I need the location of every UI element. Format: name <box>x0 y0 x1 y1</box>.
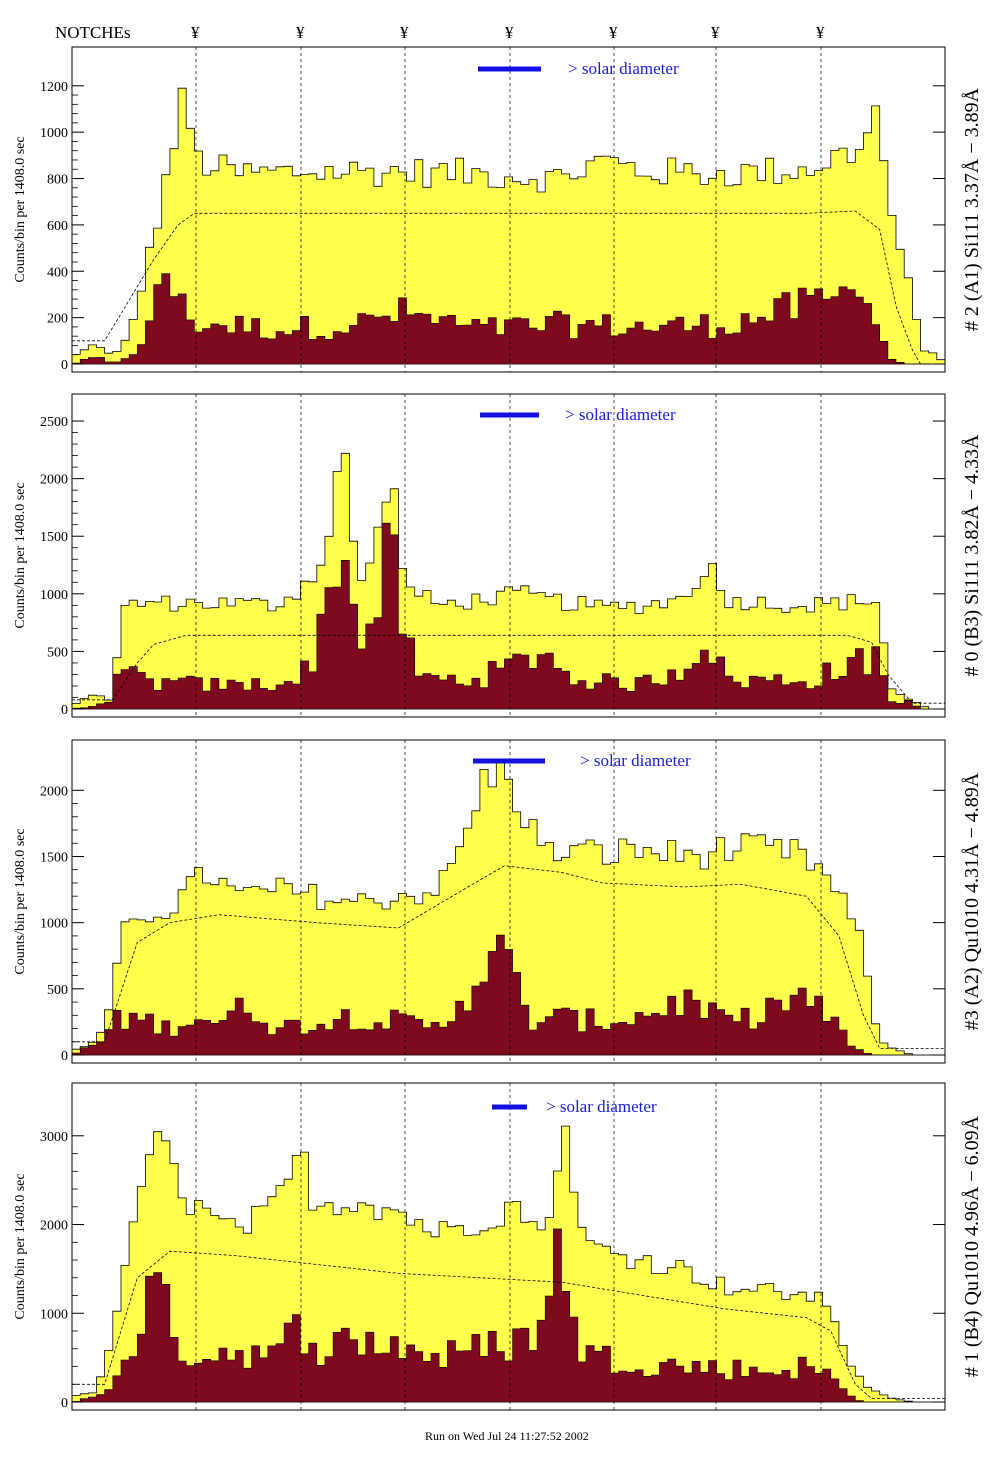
y-tick-label: 0 <box>61 1049 68 1064</box>
notch-symbol-4: ¥ <box>505 23 514 42</box>
y-tick-label: 2000 <box>40 473 68 488</box>
panel-a2: 0 500 1000 1500 2000 Counts/bin per 1408.0 se… <box>13 739 983 1064</box>
panel-b3: 0 500 1000 1500 2000 2500 Counts/bin per 1408.… <box>13 393 983 718</box>
legend-label: > solar diameter <box>568 59 679 78</box>
y-tick-label: 0 <box>61 1396 68 1411</box>
y-tick-label: 1500 <box>40 530 68 545</box>
plot-frame <box>71 739 946 1064</box>
y-tick-label: 500 <box>47 645 68 660</box>
notch-symbol-2: ¥ <box>296 23 305 42</box>
y-axis-label: Counts/bin per 1408.0 sec <box>13 1173 28 1319</box>
notch-symbol-6: ¥ <box>711 23 720 42</box>
y-tick-label: 0 <box>61 703 68 718</box>
legend-label: > solar diameter <box>580 751 691 770</box>
plot-frame <box>71 46 946 373</box>
y-tick-label: 400 <box>47 265 68 280</box>
notch-symbol-7: ¥ <box>816 23 825 42</box>
side-label: #3 (A2) Qu1010 4.31Å − 4.89Å <box>961 772 983 1030</box>
inner-histogram <box>71 934 945 1056</box>
y-tick-label: 200 <box>47 312 68 327</box>
notch-symbol-5: ¥ <box>609 23 618 42</box>
notch-symbol-1: ¥ <box>191 23 200 42</box>
y-tick-label: 2000 <box>40 1219 68 1234</box>
side-label: # 2 (A1) Si111 3.37Å − 3.89Å <box>961 87 983 331</box>
panels: 0 200 400 600 800 1000 1200 Counts/bin per 1408… <box>13 46 983 1411</box>
y-axis-label: Counts/bin per 1408.0 sec <box>13 828 28 974</box>
panel-a1: 0 200 400 600 800 1000 1200 Counts/bin per 1408… <box>13 46 983 373</box>
y-tick-label: 3000 <box>40 1130 68 1145</box>
smooth-curve <box>72 634 945 704</box>
outer-histogram <box>71 452 945 710</box>
plot-frame <box>71 1082 946 1411</box>
legend-label: > solar diameter <box>565 405 676 424</box>
y-tick-label: 2500 <box>40 415 68 430</box>
y-tick-label: 1200 <box>40 80 68 95</box>
side-label: # 0 (B3) Si111 3.82Å − 4.33Å <box>961 434 983 677</box>
notches-label: NOTCHEs <box>55 23 131 42</box>
y-axis-label: Counts/bin per 1408.0 sec <box>13 482 28 628</box>
y-tick-label: 1500 <box>40 850 68 865</box>
outer-histogram <box>71 87 946 365</box>
panel-b4: 0 1000 2000 3000 Counts/bin per 1408.0 sec # … <box>13 1082 983 1411</box>
y-tick-label: 2000 <box>40 784 68 799</box>
y-tick-label: 1000 <box>40 1307 68 1322</box>
inner-histogram <box>71 273 945 365</box>
inner-histogram <box>71 1228 945 1403</box>
inner-histogram <box>71 522 945 710</box>
y-tick-label: 0 <box>61 358 68 373</box>
smooth-curve <box>72 865 945 1049</box>
y-axis-label: Counts/bin per 1408.0 sec <box>13 136 28 282</box>
y-tick-label: 1000 <box>40 588 68 603</box>
y-tick-label: 500 <box>47 983 68 998</box>
plot-frame <box>71 393 946 718</box>
y-tick-label: 800 <box>47 173 68 188</box>
y-tick-label: 1000 <box>40 126 68 141</box>
notch-symbols: ¥ ¥ ¥ ¥ ¥ ¥ ¥ <box>191 23 825 42</box>
side-label: # 1 (B4) Qu1010 4.96Å − 6.09Å <box>961 1115 983 1377</box>
y-tick-label: 1000 <box>40 917 68 932</box>
y-tick-label: 600 <box>47 219 68 234</box>
legend-label: > solar diameter <box>546 1097 657 1116</box>
notch-symbol-3: ¥ <box>400 23 409 42</box>
run-footer: Run on Wed Jul 24 11:27:52 2002 <box>425 1429 589 1443</box>
smooth-curve <box>72 1250 945 1399</box>
